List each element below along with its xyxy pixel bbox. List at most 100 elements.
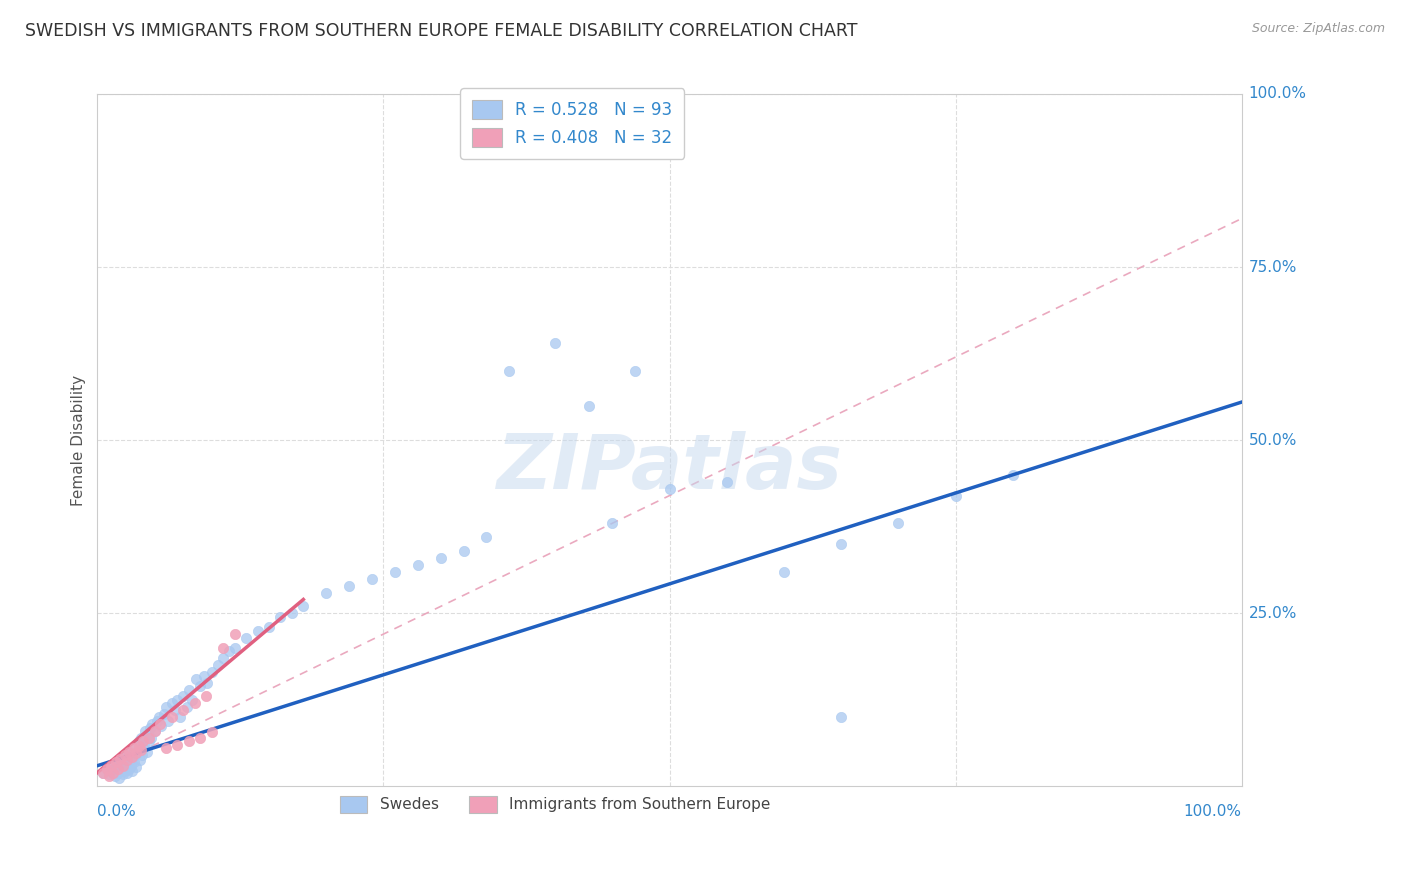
Point bbox=[578, 399, 600, 413]
Point bbox=[201, 725, 224, 739]
Text: 0.0%: 0.0% bbox=[97, 804, 136, 819]
Legend: Swedes, Immigrants from Southern Europe: Swedes, Immigrants from Southern Europe bbox=[329, 785, 780, 824]
Point bbox=[134, 724, 156, 739]
Point bbox=[224, 640, 246, 655]
Point bbox=[143, 724, 166, 739]
Point bbox=[115, 748, 138, 763]
Point bbox=[141, 717, 163, 731]
Point bbox=[149, 717, 172, 731]
Point bbox=[110, 762, 132, 776]
Point bbox=[193, 668, 215, 682]
Point bbox=[658, 482, 681, 496]
Point bbox=[118, 762, 141, 776]
Point bbox=[91, 765, 114, 780]
Point bbox=[337, 579, 360, 593]
Point bbox=[121, 750, 143, 764]
Point bbox=[269, 609, 291, 624]
Text: SWEDISH VS IMMIGRANTS FROM SOUTHERN EUROPE FEMALE DISABILITY CORRELATION CHART: SWEDISH VS IMMIGRANTS FROM SOUTHERN EURO… bbox=[25, 22, 858, 40]
Point bbox=[96, 762, 118, 776]
Point bbox=[134, 738, 156, 752]
Point bbox=[195, 675, 218, 690]
Point bbox=[1001, 467, 1024, 482]
Point bbox=[246, 624, 269, 638]
Point bbox=[103, 765, 125, 780]
Point bbox=[139, 731, 162, 745]
Point bbox=[188, 679, 211, 693]
Text: ZIPatlas: ZIPatlas bbox=[496, 431, 842, 505]
Text: 100.0%: 100.0% bbox=[1249, 87, 1306, 102]
Point bbox=[132, 741, 155, 756]
Point bbox=[97, 767, 120, 781]
Point bbox=[212, 651, 235, 665]
Point bbox=[384, 565, 406, 579]
Point bbox=[112, 764, 135, 779]
Point bbox=[166, 738, 188, 752]
Point bbox=[108, 771, 131, 785]
Point bbox=[111, 758, 134, 772]
Point bbox=[111, 767, 134, 781]
Point bbox=[110, 758, 132, 772]
Point bbox=[104, 756, 127, 770]
Point bbox=[169, 710, 191, 724]
Point bbox=[166, 693, 188, 707]
Point bbox=[129, 743, 152, 757]
Point bbox=[224, 627, 246, 641]
Point bbox=[148, 710, 170, 724]
Point bbox=[172, 690, 194, 704]
Point bbox=[152, 706, 174, 721]
Point bbox=[624, 364, 647, 378]
Point bbox=[773, 565, 796, 579]
Point bbox=[122, 756, 145, 770]
Point bbox=[830, 537, 852, 551]
Point bbox=[887, 516, 910, 531]
Point bbox=[292, 599, 315, 614]
Point bbox=[132, 734, 155, 748]
Point bbox=[117, 753, 139, 767]
Point bbox=[110, 752, 132, 766]
Text: 50.0%: 50.0% bbox=[1249, 433, 1296, 448]
Point bbox=[100, 758, 122, 772]
Point bbox=[201, 665, 224, 680]
Text: Source: ZipAtlas.com: Source: ZipAtlas.com bbox=[1251, 22, 1385, 36]
Point bbox=[235, 631, 257, 645]
Point bbox=[157, 714, 180, 728]
Point bbox=[114, 756, 136, 770]
Point bbox=[429, 550, 451, 565]
Point bbox=[453, 544, 475, 558]
Point bbox=[135, 745, 157, 759]
Point bbox=[257, 620, 280, 634]
Point bbox=[105, 756, 128, 770]
Point bbox=[100, 764, 122, 779]
Text: 25.0%: 25.0% bbox=[1249, 606, 1296, 621]
Point bbox=[103, 769, 125, 783]
Point bbox=[150, 718, 173, 732]
Point bbox=[281, 607, 304, 621]
Point bbox=[146, 714, 169, 728]
Point bbox=[121, 764, 143, 779]
Point bbox=[96, 762, 118, 776]
Point bbox=[128, 739, 150, 754]
Y-axis label: Female Disability: Female Disability bbox=[72, 375, 86, 506]
Point bbox=[136, 727, 159, 741]
Point bbox=[176, 699, 198, 714]
Point bbox=[91, 765, 114, 780]
Point bbox=[139, 721, 162, 735]
Point bbox=[115, 760, 138, 774]
Point bbox=[107, 765, 129, 780]
Point bbox=[138, 731, 160, 745]
Point bbox=[138, 734, 160, 748]
Point bbox=[945, 489, 967, 503]
Point bbox=[600, 516, 623, 531]
Point bbox=[155, 699, 177, 714]
Point bbox=[114, 748, 136, 763]
Point bbox=[122, 741, 145, 756]
Point bbox=[716, 475, 738, 489]
Point bbox=[143, 724, 166, 739]
Point bbox=[97, 769, 120, 783]
Point bbox=[128, 734, 150, 748]
Point bbox=[129, 731, 152, 745]
Point bbox=[101, 758, 124, 772]
Point bbox=[128, 753, 150, 767]
Point bbox=[124, 741, 146, 756]
Point bbox=[181, 693, 204, 707]
